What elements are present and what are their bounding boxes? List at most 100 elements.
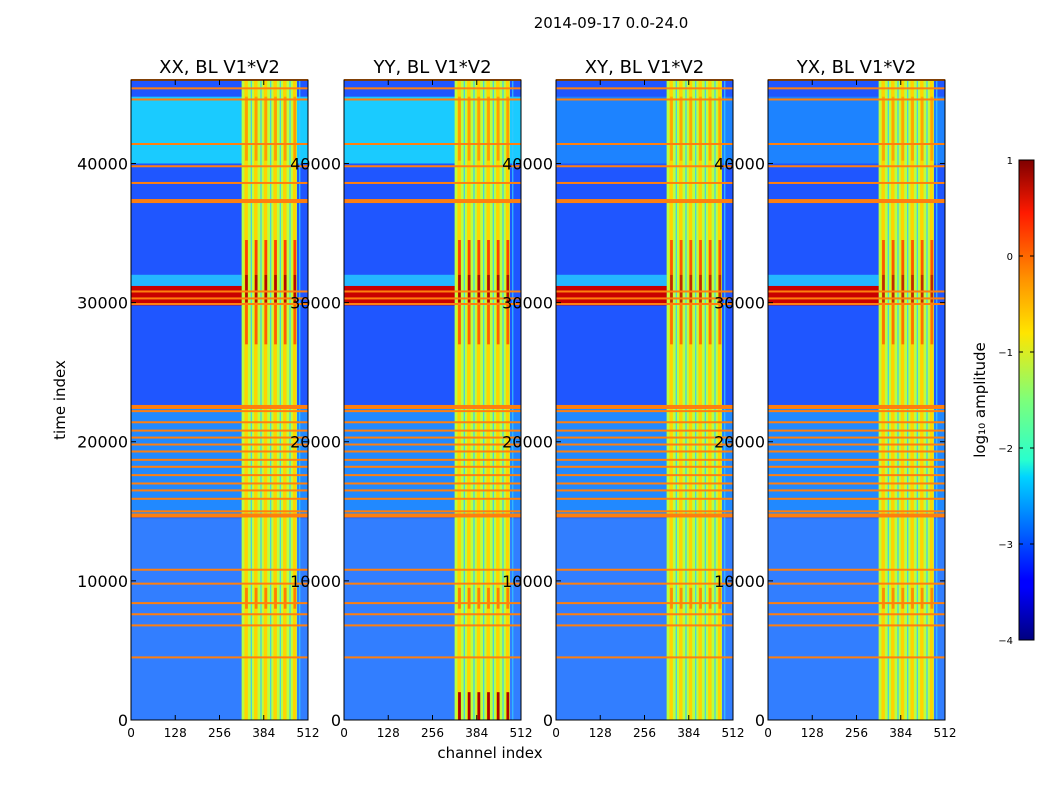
- rfi-hotspot: [245, 240, 248, 275]
- flagged-row: [768, 165, 945, 168]
- rfi-hotspot: [920, 587, 924, 609]
- rfi-gap: [279, 80, 282, 720]
- flagged-row: [131, 510, 308, 513]
- flagged-row: [556, 143, 733, 145]
- flagged-row: [131, 410, 308, 413]
- rfi-gap: [502, 80, 504, 720]
- flagged-row: [556, 98, 733, 101]
- x-tick-label: 384: [677, 726, 700, 740]
- rfi-hotspot: [891, 302, 895, 345]
- rfi-hotspot: [477, 692, 481, 720]
- flagged-row: [344, 404, 521, 409]
- flagged-row: [344, 297, 521, 300]
- rfi-hotspot: [699, 302, 702, 345]
- y-tick-label: 0: [543, 711, 553, 730]
- rfi-hotspot: [891, 587, 895, 609]
- flagged-row: [344, 568, 521, 571]
- rfi-hotspot: [718, 274, 722, 303]
- flagged-row: [768, 458, 945, 461]
- x-tick-label: 0: [764, 726, 772, 740]
- flagged-row: [556, 510, 733, 513]
- rfi-hotspot: [283, 274, 287, 303]
- rfi-hotspot: [891, 274, 895, 303]
- panel-title: YX, BL V1*V2: [796, 57, 916, 78]
- rfi-hotspot: [882, 587, 885, 609]
- rfi-hotspot: [477, 302, 481, 345]
- flagged-row: [768, 297, 945, 300]
- rfi-hotspot: [901, 302, 905, 345]
- broadband-rfi: [131, 285, 242, 306]
- rfi-hotspot: [506, 692, 510, 720]
- rfi-hotspot: [264, 96, 268, 161]
- rfi-hotspot: [708, 587, 712, 609]
- flagged-row: [131, 98, 308, 101]
- flagged-row: [344, 290, 521, 293]
- flagged-row: [768, 656, 945, 659]
- y-tick-label: 30000: [714, 294, 765, 313]
- flagged-row: [131, 436, 308, 439]
- rfi-hotspot: [920, 274, 924, 303]
- flagged-row: [556, 602, 733, 605]
- rfi-gap: [289, 80, 291, 720]
- rfi-stripe: [900, 80, 905, 720]
- y-tick-label: 20000: [502, 433, 553, 452]
- rfi-hotspot: [487, 96, 490, 161]
- rfi-hotspot: [477, 96, 481, 161]
- flagged-row: [768, 568, 945, 571]
- rfi-hotspot: [699, 587, 702, 609]
- flagged-row: [556, 87, 733, 90]
- rfi-hotspot: [458, 587, 461, 609]
- rfi-hotspot: [496, 240, 500, 275]
- rfi-hotspot: [920, 302, 924, 345]
- rfi-hotspot: [718, 240, 722, 275]
- flagged-row: [131, 656, 308, 659]
- rfi-hotspot: [689, 274, 693, 303]
- flagged-row: [131, 404, 308, 409]
- rfi-hotspot: [245, 274, 248, 303]
- rfi-gap: [269, 80, 272, 720]
- broadband-rfi-halo: [131, 274, 242, 286]
- flagged-row: [131, 568, 308, 571]
- rfi-hotspot: [245, 96, 248, 161]
- rfi-hotspot: [496, 274, 500, 303]
- flagged-row: [556, 443, 733, 446]
- rfi-channel-band: [878, 80, 934, 720]
- rfi-stripe: [273, 80, 277, 720]
- rfi-hotspot: [882, 274, 885, 303]
- flagged-row: [556, 458, 733, 461]
- rfi-hotspot: [670, 240, 673, 275]
- rfi-gap: [916, 80, 919, 720]
- flagged-row: [556, 474, 733, 477]
- x-tick-label: 0: [127, 726, 135, 740]
- rfi-hotspot: [699, 240, 702, 275]
- rfi-hotspot: [467, 96, 471, 161]
- flagged-row: [131, 443, 308, 446]
- rfi-stripe: [708, 80, 712, 720]
- rfi-hotspot: [283, 96, 287, 161]
- colorbar-tick-label: 1: [1007, 156, 1013, 167]
- colorbar-tick-label: −1: [998, 348, 1013, 359]
- rfi-hotspot: [901, 240, 905, 275]
- flagged-row: [344, 513, 521, 518]
- flagged-row: [556, 290, 733, 293]
- rfi-hotspot: [254, 587, 258, 609]
- rfi-hotspot: [487, 692, 490, 720]
- flagged-row: [344, 656, 521, 659]
- rfi-hotspot: [679, 274, 683, 303]
- rfi-stripe: [910, 80, 914, 720]
- flagged-row: [131, 513, 308, 518]
- flagged-row: [556, 303, 733, 305]
- rfi-hotspot: [245, 302, 248, 345]
- rfi-hotspot: [689, 302, 693, 345]
- flagged-row: [556, 404, 733, 409]
- flagged-row: [344, 458, 521, 461]
- colorbar-tick-label: −2: [998, 444, 1013, 455]
- x-tick-label: 128: [801, 726, 824, 740]
- rfi-hotspot: [506, 96, 510, 161]
- flagged-row: [768, 482, 945, 485]
- x-tick-label: 128: [589, 726, 612, 740]
- rfi-gap: [482, 80, 485, 720]
- rfi-hotspot: [670, 96, 673, 161]
- rfi-hotspot: [670, 587, 673, 609]
- flagged-row: [344, 421, 521, 424]
